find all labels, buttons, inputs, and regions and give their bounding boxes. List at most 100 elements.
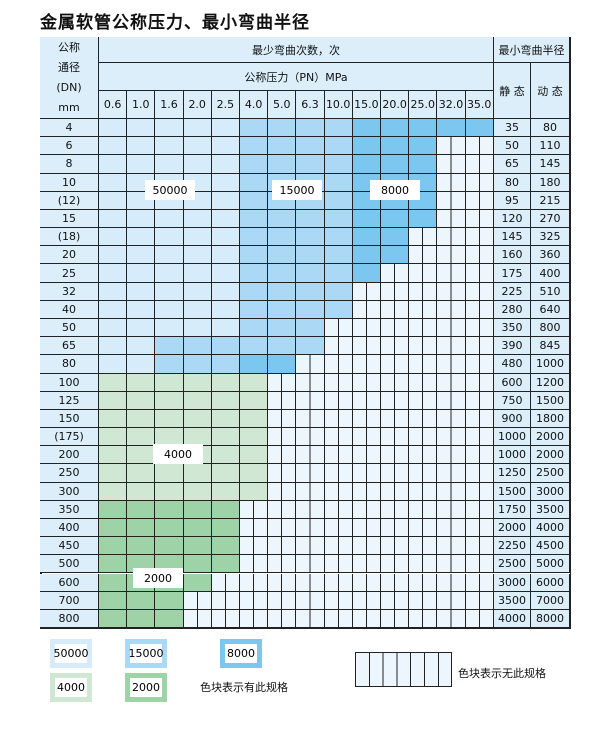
spec-cell — [381, 246, 410, 265]
spec-cell — [127, 446, 156, 465]
no-spec-cell — [324, 609, 353, 629]
no-spec-cell — [465, 518, 494, 538]
no-spec-cell — [268, 609, 297, 629]
spec-cell — [155, 355, 184, 374]
spec-cell — [155, 282, 184, 301]
dynamic-radius: 6000 — [531, 573, 570, 592]
spec-cell — [99, 500, 128, 519]
no-spec-cell — [381, 482, 410, 501]
legend-has-spec-note: 色块表示有此规格 — [200, 681, 288, 694]
no-spec-cell — [381, 282, 410, 301]
dynamic-radius: 510 — [531, 282, 570, 301]
spec-cell — [99, 318, 128, 338]
spec-cell — [127, 209, 156, 229]
dn-value: 20 — [40, 246, 99, 265]
static-radius: 145 — [494, 228, 531, 247]
no-spec-cell — [240, 573, 269, 592]
no-spec-cell — [381, 355, 410, 374]
no-spec-cell — [409, 482, 438, 501]
no-spec-cell — [268, 573, 297, 592]
pressure-column-header: 6.3 — [296, 91, 325, 119]
no-spec-cell — [437, 446, 466, 465]
no-spec-cell — [465, 482, 494, 501]
no-spec-cell — [465, 609, 494, 629]
spec-cell — [155, 337, 184, 356]
spec-cell — [240, 173, 269, 192]
spec-cell — [99, 355, 128, 374]
spec-cell — [268, 209, 297, 229]
no-spec-cell — [324, 518, 353, 538]
region-label-8000: 8000 — [370, 180, 420, 200]
spec-cell — [183, 300, 212, 319]
static-radius: 2250 — [494, 537, 531, 556]
dn-value: 32 — [40, 282, 99, 301]
spec-cell — [296, 119, 325, 138]
dynamic-radius: 180 — [531, 173, 570, 192]
spec-cell — [99, 464, 128, 483]
cycles-header: 最少弯曲次数，次 — [99, 37, 494, 63]
no-spec-cell — [437, 137, 466, 156]
no-spec-cell — [465, 591, 494, 610]
static-radius: 900 — [494, 409, 531, 429]
spec-cell — [155, 591, 184, 610]
dynamic-radius: 215 — [531, 191, 570, 210]
no-spec-cell — [240, 609, 269, 629]
spec-cell — [183, 137, 212, 156]
no-spec-cell — [465, 155, 494, 174]
spec-cell — [127, 409, 156, 429]
no-spec-cell — [296, 355, 325, 374]
spec-cell — [127, 537, 156, 556]
no-spec-cell — [240, 518, 269, 538]
spec-cell — [183, 264, 212, 283]
no-spec-cell — [296, 500, 325, 519]
spec-cell — [381, 209, 410, 229]
no-spec-cell — [437, 591, 466, 610]
dn-value: 50 — [40, 318, 99, 338]
spec-cell — [240, 228, 269, 247]
no-spec-cell — [352, 337, 381, 356]
spec-cell — [99, 282, 128, 301]
spec-cell — [183, 246, 212, 265]
no-spec-cell — [437, 609, 466, 629]
no-spec-cell — [268, 482, 297, 501]
no-spec-cell — [409, 391, 438, 410]
spec-cell — [155, 609, 184, 629]
dn-value: 80 — [40, 355, 99, 374]
spec-cell — [99, 391, 128, 410]
spec-cell — [99, 173, 128, 192]
no-spec-cell — [296, 464, 325, 483]
no-spec-cell — [381, 609, 410, 629]
no-spec-cell — [409, 246, 438, 265]
dn-header: 公称 通径 (DN) mm — [40, 37, 99, 119]
spec-cell — [183, 355, 212, 374]
static-header: 静 态 — [494, 63, 531, 119]
spec-cell — [183, 337, 212, 356]
spec-cell — [324, 155, 353, 174]
no-spec-cell — [437, 209, 466, 229]
spec-cell — [127, 318, 156, 338]
no-spec-cell — [296, 428, 325, 447]
no-spec-cell — [352, 609, 381, 629]
static-radius: 280 — [494, 300, 531, 319]
dn-header-line: mm — [58, 100, 80, 114]
region-label-2000: 2000 — [133, 568, 183, 588]
no-spec-cell — [268, 464, 297, 483]
dn-value: 150 — [40, 409, 99, 429]
static-radius: 750 — [494, 391, 531, 410]
dn-header-line: 通径 — [58, 60, 80, 74]
spec-cell — [99, 518, 128, 538]
no-spec-cell — [324, 537, 353, 556]
no-spec-cell — [465, 537, 494, 556]
no-spec-cell — [437, 518, 466, 538]
spec-cell — [155, 264, 184, 283]
static-radius: 65 — [494, 155, 531, 174]
spec-cell — [268, 155, 297, 174]
spec-cell — [268, 355, 297, 374]
static-radius: 35 — [494, 119, 531, 138]
spec-cell — [211, 537, 240, 556]
spec-cell — [99, 537, 128, 556]
spec-cell — [296, 209, 325, 229]
no-spec-cell — [465, 191, 494, 210]
static-radius: 160 — [494, 246, 531, 265]
no-spec-cell — [268, 428, 297, 447]
